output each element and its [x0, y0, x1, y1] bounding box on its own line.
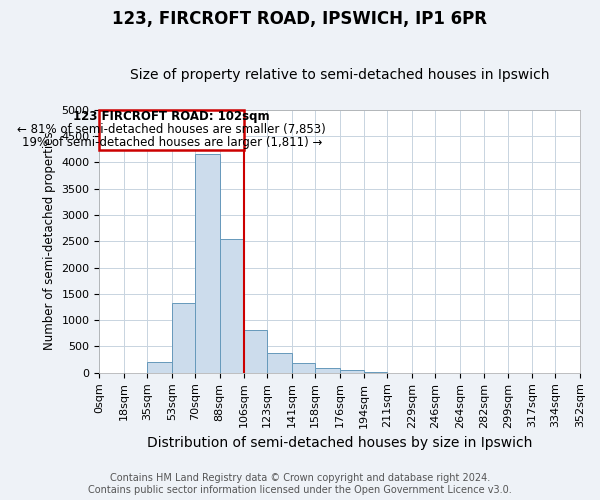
- Bar: [315, 368, 340, 373]
- Text: ← 81% of semi-detached houses are smaller (7,853): ← 81% of semi-detached houses are smalle…: [17, 124, 326, 136]
- Bar: [100, 110, 244, 150]
- Bar: [147, 362, 172, 373]
- Bar: [195, 154, 220, 373]
- Text: 123 FIRCROFT ROAD: 102sqm: 123 FIRCROFT ROAD: 102sqm: [73, 110, 270, 123]
- Text: 123, FIRCROFT ROAD, IPSWICH, IP1 6PR: 123, FIRCROFT ROAD, IPSWICH, IP1 6PR: [113, 10, 487, 28]
- Bar: [244, 330, 268, 373]
- Text: Contains HM Land Registry data © Crown copyright and database right 2024.
Contai: Contains HM Land Registry data © Crown c…: [88, 474, 512, 495]
- Bar: [292, 364, 315, 373]
- Y-axis label: Number of semi-detached properties: Number of semi-detached properties: [43, 132, 56, 350]
- Bar: [340, 370, 364, 373]
- Title: Size of property relative to semi-detached houses in Ipswich: Size of property relative to semi-detach…: [130, 68, 550, 82]
- Bar: [172, 304, 195, 373]
- Bar: [364, 372, 388, 373]
- X-axis label: Distribution of semi-detached houses by size in Ipswich: Distribution of semi-detached houses by …: [147, 436, 532, 450]
- Bar: [220, 238, 244, 373]
- Text: 19% of semi-detached houses are larger (1,811) →: 19% of semi-detached houses are larger (…: [22, 136, 322, 148]
- Bar: [268, 354, 292, 373]
